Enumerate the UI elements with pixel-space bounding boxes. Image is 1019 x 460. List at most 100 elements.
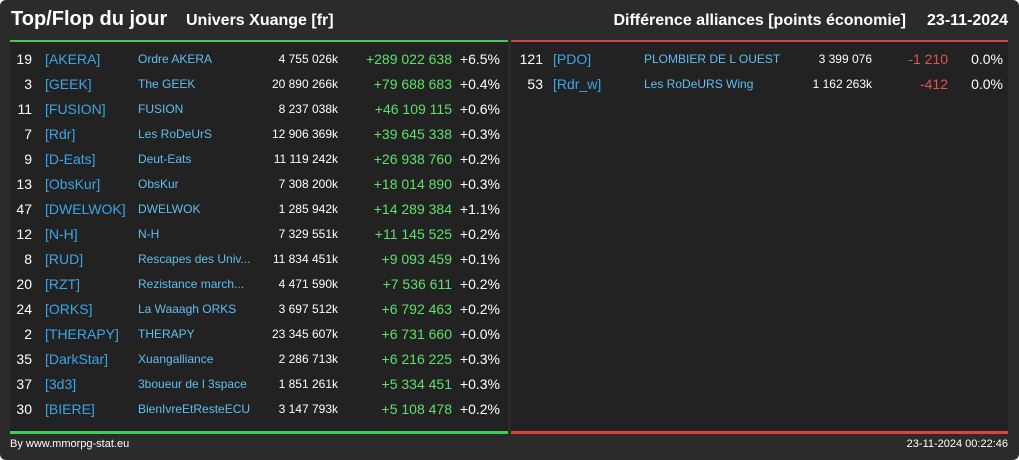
percent-cell: +0.3% [459,351,500,367]
percent-cell: +0.2% [459,401,500,417]
diff-cell: +39 645 338 [373,126,452,142]
alliance-tag-link[interactable]: [BIERE] [45,401,95,417]
alliance-name-link[interactable]: Les RoDeUrS [138,127,213,141]
alliance-tag-link[interactable]: [3d3] [45,376,77,392]
percent-cell: +1.1% [459,201,500,217]
top-row: 8 [RUD] Rescapes des Univ... 11 834 451k +9 … [10,247,508,272]
diff-cell: +6 731 660 [381,326,452,342]
alliance-tag-link[interactable]: [D-Eats] [45,151,96,167]
points-cell: 3 147 793k [278,402,338,416]
alliance-name-link[interactable]: Ordre AKERA [138,52,213,66]
diff-cell: +5 108 478 [381,401,452,417]
top-row: 47 [DWELWOK] DWELWOK 1 285 942k +14 289 384 +… [10,197,508,222]
flop-row: 121 [PDO] PLOMBIER DE L OUEST 3 399 076 -1 2… [511,47,1008,72]
points-cell: 4 755 026k [278,52,338,66]
alliance-name-link[interactable]: The GEEK [138,77,196,91]
percent-cell: +0.2% [459,276,500,292]
points-cell: 3 399 076 [818,52,872,66]
alliance-name-link[interactable]: La Waaagh ORKS [138,302,237,316]
alliance-tag-link[interactable]: [AKERA] [45,51,101,67]
alliance-tag-link[interactable]: [GEEK] [45,76,92,92]
rank-cell: 11 [17,101,32,117]
alliance-name-link[interactable]: Xuangalliance [138,352,214,366]
diff-cell: +79 688 683 [373,76,452,92]
rank-cell: 35 [16,351,32,367]
alliance-tag-link[interactable]: [FUSION] [45,101,106,117]
top-row: 19 [AKERA] Ordre AKERA 4 755 026k +289 022 6… [10,47,508,72]
alliance-name-link[interactable]: Rescapes des Univ... [138,252,251,266]
header: Top/Flop du jour Univers Xuange [fr] Dif… [0,0,1019,40]
alliance-tag-link[interactable]: [Rdr] [45,126,76,142]
top-row: 35 [DarkStar] Xuangalliance 2 286 713k +6 21… [10,347,508,372]
top-row: 30 [BIERE] BienIvreEtResteECU 3 147 793k +5 … [10,397,508,422]
alliance-name-link[interactable]: BienIvreEtResteECU [138,402,251,416]
alliance-tag-link[interactable]: [Rdr_w] [553,76,602,92]
points-cell: 11 119 242k [273,152,338,166]
diff-cell: +46 109 115 [374,101,452,117]
alliance-name-link[interactable]: Les RoDeURS Wing [644,77,754,91]
diff-cell: +6 792 463 [381,301,452,317]
diff-cell: +11 145 525 [374,226,452,242]
alliance-name-link[interactable]: Deut-Eats [138,152,192,166]
rank-cell: 53 [527,76,543,92]
diff-cell: -412 [919,76,948,92]
rank-cell: 37 [16,376,32,392]
diff-cell: -1 210 [908,51,948,67]
points-cell: 23 345 607k [271,327,338,341]
alliance-name-link[interactable]: FUSION [138,102,184,116]
alliance-tag-link[interactable]: [RUD] [45,251,84,267]
alliance-name-link[interactable]: N-H [138,227,160,241]
rank-cell: 12 [16,226,32,242]
source-credit: By www.mmorpg-stat.eu [10,438,130,450]
alliance-tag-link[interactable]: [ORKS] [45,301,93,317]
alliance-tag-link[interactable]: [PDO] [553,51,592,67]
percent-cell: +0.6% [459,101,500,117]
points-cell: 11 834 451k [272,252,338,266]
points-cell: 7 329 551k [278,227,338,241]
points-cell: 2 286 713k [278,352,338,366]
percent-cell: 0.0% [971,51,1003,67]
percent-cell: +0.3% [459,376,500,392]
points-cell: 7 308 200k [278,177,338,191]
top-row: 11 [FUSION] FUSION 8 237 038k +46 109 115 +0.… [10,97,508,122]
alliance-name-link[interactable]: Rezistance march... [138,277,245,291]
top-row: 12 [N-H] N-H 7 329 551k +11 145 525 +0.2% [10,222,508,247]
diff-cell: +14 289 384 [373,201,452,217]
rank-cell: 13 [16,176,32,192]
percent-cell: +0.2% [459,151,500,167]
percent-cell: +0.3% [459,176,500,192]
alliance-tag-link[interactable]: [RZT] [45,276,80,292]
alliance-name-link[interactable]: 3boueur de l 3space [138,377,247,391]
rank-cell: 24 [16,301,32,317]
rank-cell: 47 [16,201,32,217]
diff-cell: +6 216 225 [381,351,452,367]
alliance-name-link[interactable]: PLOMBIER DE L OUEST [644,52,781,66]
alliance-tag-link[interactable]: [DWELWOK] [45,201,126,217]
rank-cell: 19 [16,51,32,67]
alliance-tag-link[interactable]: [THERAPY] [45,326,119,342]
points-cell: 4 471 590k [278,277,338,291]
percent-cell: +0.3% [459,126,500,142]
points-cell: 20 890 266k [271,77,338,91]
top-row: 2 [THERAPY] THERAPY 23 345 607k +6 731 660 +0… [10,322,508,347]
diff-cell: +289 022 638 [365,51,452,67]
alliance-name-link[interactable]: DWELWOK [138,202,201,216]
alliance-tag-link[interactable]: [N-H] [45,226,78,242]
alliance-tag-link[interactable]: [DarkStar] [45,351,109,367]
rank-cell: 9 [24,151,32,167]
top-row: 37 [3d3] 3boueur de l 3space 1 851 261k +5 3… [10,372,508,397]
top-row: 9 [D-Eats] Deut-Eats 11 119 242k +26 938 760… [10,147,508,172]
rank-cell: 30 [16,401,32,417]
alliance-tag-link[interactable]: [ObsKur] [45,176,101,192]
rank-cell: 3 [24,76,32,92]
points-cell: 3 697 512k [278,302,338,316]
points-cell: 1 162 263k [812,77,872,91]
diff-cell: +7 536 611 [382,276,452,292]
footer-timestamp: 23-11-2024 00:22:46 [906,438,1008,450]
alliance-name-link[interactable]: THERAPY [138,327,195,341]
points-cell: 8 237 038k [278,102,338,116]
percent-cell: +0.0% [459,326,500,342]
alliance-name-link[interactable]: ObsKur [138,177,179,191]
top-row: 13 [ObsKur] ObsKur 7 308 200k +18 014 890 +0.… [10,172,508,197]
diff-cell: +18 014 890 [373,176,452,192]
